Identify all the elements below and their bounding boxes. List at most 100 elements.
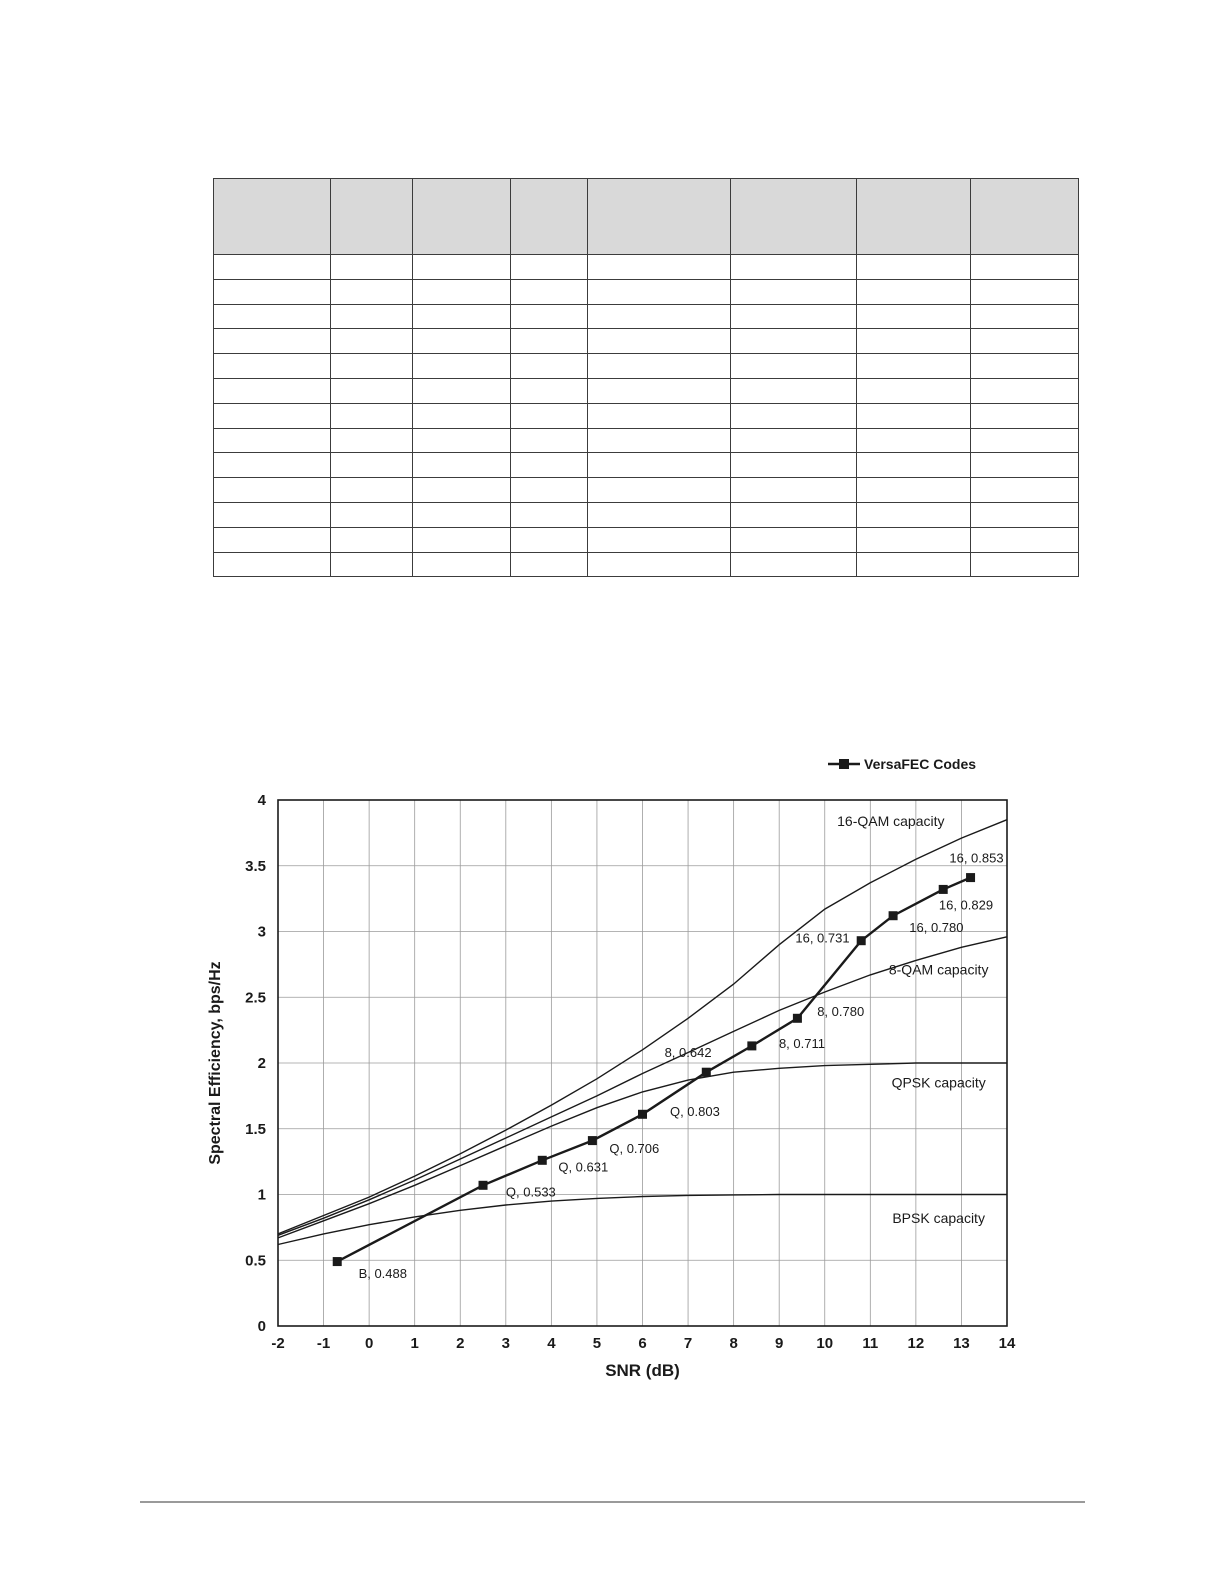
table-cell: [330, 402, 413, 429]
table-cell: [587, 377, 731, 404]
table-row: [213, 353, 1079, 379]
table-row: [213, 427, 1079, 454]
capacity-curve-label: BPSK capacity: [892, 1210, 985, 1226]
table-cell: [330, 328, 413, 355]
table-cell: [213, 254, 331, 280]
versafec-marker: [966, 873, 976, 883]
point-label: 8, 0.711: [779, 1036, 825, 1051]
y-tick-label: 3.5: [245, 858, 266, 875]
table-cell: [730, 303, 857, 330]
table-cell: [587, 328, 731, 355]
x-tick-label: 9: [775, 1335, 783, 1352]
table-cell: [587, 526, 731, 553]
capacity-curve: [277, 1193, 1007, 1246]
table-row: [213, 551, 1079, 578]
table-cell: [730, 353, 857, 379]
table-header-cell: [213, 178, 331, 255]
versafec-marker: [332, 1257, 342, 1267]
table-cell: [730, 526, 857, 553]
table-cell: [730, 328, 857, 355]
y-axis-title: Spectral Efficiency, bps/Hz: [207, 961, 224, 1164]
table-cell: [213, 452, 331, 479]
table-cell: [412, 427, 511, 454]
chart-svg: 16-QAM capacity 8-QAM capacity QPSK capaci…: [207, 756, 1016, 1380]
table-cell: [510, 402, 588, 429]
y-tick-label: 0.5: [245, 1252, 266, 1269]
table-cell: [412, 377, 511, 404]
y-tick-label: 2: [258, 1055, 266, 1072]
table-cell: [330, 303, 413, 330]
table-row: [213, 278, 1079, 305]
table-cell: [330, 427, 413, 454]
versafec-marker: [888, 911, 898, 921]
capacity-curve-label: QPSK capacity: [892, 1075, 986, 1091]
table-row: [213, 402, 1079, 429]
x-tick-label: 1: [411, 1335, 419, 1352]
x-tick-label: 7: [684, 1335, 692, 1352]
table-cell: [330, 477, 413, 503]
table-cell: [730, 254, 857, 280]
table-cell: [856, 353, 971, 379]
table-cell: [510, 278, 588, 305]
table-cell: [856, 526, 971, 553]
table-cell: [730, 278, 857, 305]
table-cell: [510, 501, 588, 528]
table-cell: [213, 402, 331, 429]
table-cell: [510, 328, 588, 355]
table-row: [213, 303, 1079, 330]
table-row: [213, 477, 1079, 503]
x-tick-label: 4: [547, 1335, 556, 1352]
table-cell: [213, 353, 331, 379]
table-cell: [730, 377, 857, 404]
table-cell: [330, 377, 413, 404]
table-cell: [970, 477, 1079, 503]
point-label: Q, 0.706: [609, 1141, 659, 1156]
table-cell: [587, 477, 731, 503]
table-cell: [412, 254, 511, 280]
table-cell: [330, 526, 413, 553]
table-cell: [510, 254, 588, 280]
point-label: 16, 0.853: [949, 850, 1003, 865]
table-cell: [412, 303, 511, 330]
table-cell: [587, 278, 731, 305]
point-label: 8, 0.780: [817, 1004, 864, 1019]
capacity-curve: [277, 819, 1008, 1235]
table-row: [213, 501, 1079, 528]
table-cell: [587, 402, 731, 429]
x-tick-label: 11: [862, 1335, 878, 1352]
table-cell: [970, 303, 1079, 330]
x-tick-label: 3: [502, 1335, 510, 1352]
table-cell: [412, 477, 511, 503]
table-cell: [970, 501, 1079, 528]
table-cell: [730, 402, 857, 429]
table-cell: [213, 551, 331, 578]
table-cell: [856, 377, 971, 404]
table-cell: [970, 402, 1079, 429]
x-tick-label: -2: [271, 1335, 284, 1352]
x-tick-label: -1: [317, 1335, 330, 1352]
table-cell: [856, 303, 971, 330]
table-cell: [587, 427, 731, 454]
capacity-curve: [277, 1062, 1007, 1239]
table-cell: [587, 303, 731, 330]
table-row: [213, 254, 1079, 280]
table-cell: [856, 402, 971, 429]
table-cell: [330, 501, 413, 528]
versafec-marker: [537, 1155, 547, 1165]
table-row: [213, 377, 1079, 404]
table-cell: [213, 328, 331, 355]
footer-rule: [140, 1501, 1085, 1503]
table-cell: [587, 353, 731, 379]
table-cell: [412, 452, 511, 479]
table-cell: [856, 551, 971, 578]
table-cell: [730, 551, 857, 578]
table-cell: [213, 427, 331, 454]
table-cell: [970, 353, 1079, 379]
legend-marker-square: [839, 759, 849, 769]
table-header-cell: [970, 178, 1079, 255]
table-cell: [856, 501, 971, 528]
versafec-marker: [478, 1180, 488, 1190]
table-cell: [213, 526, 331, 553]
table-cell: [970, 328, 1079, 355]
table-header-cell: [330, 178, 413, 255]
